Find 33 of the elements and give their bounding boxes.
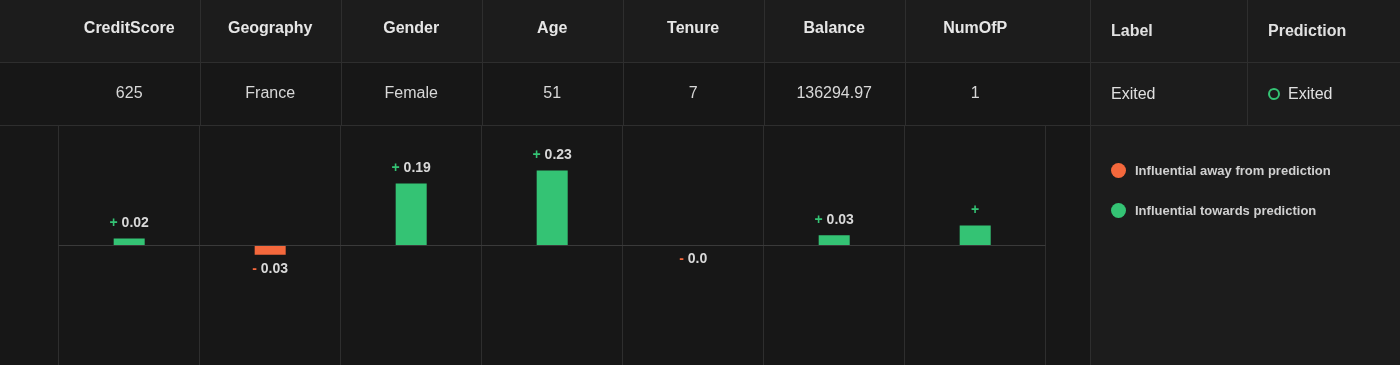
text: 136294.97: [796, 84, 873, 102]
data-label: + 0.23: [532, 146, 573, 163]
data-label: + 0.02: [109, 214, 150, 231]
text: France: [245, 84, 296, 102]
text: 51: [543, 84, 562, 102]
x-tick-label: CreditScore: [83, 18, 175, 36]
text: Exited: [1288, 85, 1333, 103]
text: Exited: [1091, 63, 1248, 125]
x-tick-label: Tenure: [667, 18, 720, 36]
bar: [536, 170, 568, 245]
text: 1: [970, 84, 980, 102]
x-tick-label: NumOfP: [943, 18, 1008, 36]
text: Prediction: [1267, 22, 1347, 40]
text: 625: [115, 84, 143, 102]
text: Female: [384, 84, 438, 102]
legend-label: Influential away from prediction: [1135, 162, 1331, 178]
text: 7: [688, 84, 698, 102]
x-tick-label: Geography: [227, 18, 313, 36]
bar: [818, 235, 850, 245]
bar: [113, 238, 145, 245]
bar: [254, 245, 286, 255]
x-tick-label: Balance: [803, 18, 865, 36]
data-label: - 0.03: [252, 259, 289, 276]
data-label: +: [971, 201, 980, 218]
data-label: - 0.0: [679, 249, 708, 266]
data-label: + 0.03: [814, 211, 855, 228]
x-tick-label: Gender: [383, 18, 440, 36]
data-label: + 0.19: [391, 159, 432, 176]
bar: [959, 225, 991, 245]
legend-label: Influential towards prediction: [1135, 202, 1317, 218]
bar: [395, 183, 427, 245]
text: Label: [1091, 0, 1248, 62]
x-tick-label: Age: [537, 18, 568, 36]
